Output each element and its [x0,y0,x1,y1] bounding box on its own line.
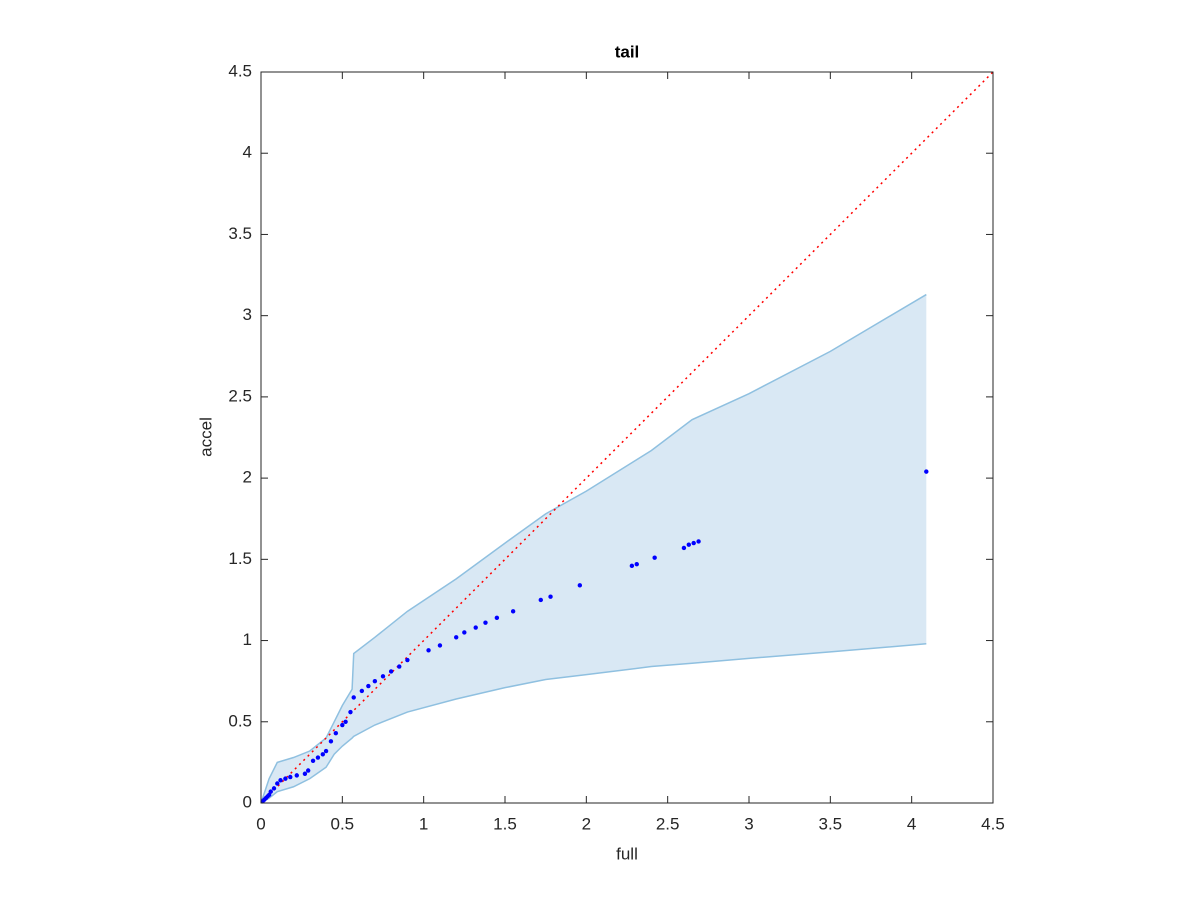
point [388,669,394,674]
point [310,758,316,763]
point [473,625,478,630]
chart-title: tail [615,42,640,61]
point [315,755,321,760]
x-tick-label: 2.5 [656,814,680,833]
point [681,545,687,551]
plot-frame [260,71,994,804]
point [629,563,635,569]
point [462,630,467,635]
y-tick-label: 2 [243,468,252,487]
point [924,469,929,474]
point [294,773,299,778]
x-tick-label: 0 [256,814,265,833]
point [483,620,488,625]
point [268,789,273,794]
point [351,695,356,700]
point [302,771,308,776]
point [328,739,334,744]
point [380,674,386,679]
point [397,664,402,669]
point [275,781,280,786]
point [405,657,410,663]
x-tick-label: 4.5 [981,814,1005,833]
point [283,776,288,781]
y-tick-label: 1 [243,630,252,649]
point [343,719,348,724]
reference-line [260,71,994,804]
confidence-band [261,294,927,803]
point [288,774,293,780]
point [366,683,371,689]
x-tick-label: 1.5 [493,814,517,833]
y-tick-label: 2.5 [228,386,252,405]
point [278,778,283,783]
x-axis-label: full [616,844,638,863]
y-tick-label: 3 [243,305,252,324]
point [691,540,696,546]
x-tick-label: 3 [744,814,753,833]
point [340,722,345,728]
band-lower-edge [260,643,927,804]
y-tick-label: 0.5 [228,711,252,730]
point [271,786,277,791]
y-tick-label: 3.5 [228,224,252,243]
x-tick-label: 1 [419,814,428,833]
y-axis-label: accel [196,417,215,457]
x-tick-label: 0.5 [331,814,355,833]
point [634,562,639,567]
y-tick-label: 1.5 [228,549,252,568]
y-tick-label: 0 [243,792,252,811]
x-tick-label: 2 [582,814,591,833]
point [426,648,431,653]
point [510,609,516,614]
point [494,615,500,621]
x-tick-label: 3.5 [819,814,843,833]
point [333,730,339,736]
point [348,709,353,715]
point [437,643,443,648]
point [538,597,543,603]
point [323,748,329,754]
point [548,594,553,599]
point [372,678,378,684]
point [266,792,272,798]
point [359,688,365,694]
x-tick-label: 4 [907,814,916,833]
band-upper-edge [260,293,927,804]
point [454,635,459,640]
point [652,555,657,560]
y-tick-label: 4.5 [228,61,252,80]
point [686,542,692,547]
point [696,539,701,544]
point [320,752,326,757]
point [577,583,583,588]
y-tick-label: 4 [243,143,252,162]
point [305,768,311,773]
